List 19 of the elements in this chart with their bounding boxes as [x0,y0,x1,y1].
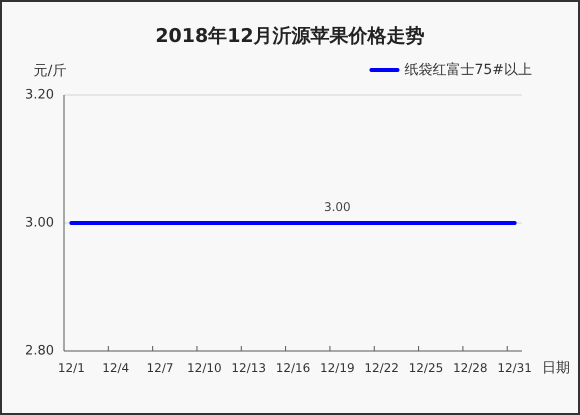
x-tick-label: 12/13 [231,361,266,375]
x-tick-label: 12/4 [102,361,130,375]
data-label: 3.00 [324,200,351,214]
x-tick-label: 12/25 [408,361,444,375]
x-tick-label: 12/28 [453,361,488,375]
x-tick-label: 12/31 [497,361,532,375]
x-axis-title: 日期 [542,360,570,376]
y-axis-title: 元/斤 [34,63,66,79]
x-tick-label: 12/22 [364,361,399,375]
legend-label: 纸袋红富士75#以上 [404,62,532,78]
x-tick-label: 12/10 [187,361,222,375]
y-tick-label: 2.80 [25,344,54,358]
x-tick-label: 12/16 [276,361,310,375]
x-tick-label: 12/1 [58,361,85,375]
title: 2018年12月沂源苹果价格走势 [155,25,425,47]
y-tick-label: 3.00 [25,216,54,230]
x-tick-label: 12/7 [146,361,174,375]
y-tick-label: 3.20 [25,88,54,102]
x-tick-label: 12/19 [320,361,355,375]
